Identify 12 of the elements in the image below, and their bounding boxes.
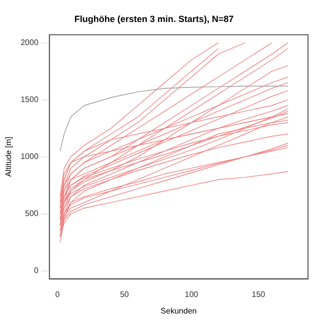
y-tick-label: 2000 (20, 38, 39, 47)
y-tick-label: 500 (25, 209, 39, 218)
x-tick-label: 150 (252, 290, 266, 299)
y-tick-label: 1500 (20, 94, 39, 104)
x-tick-label: 100 (184, 290, 199, 299)
y-axis-title: Altitude [m] (4, 136, 14, 177)
y-tick-label: 1000 (20, 152, 39, 162)
chart-title: Flughöhe (ersten 3 min. Starts), N=87 (74, 14, 234, 24)
x-tick-label: 50 (120, 290, 130, 299)
x-axis-title: Sekunden (160, 306, 197, 316)
x-tick-label: 0 (55, 290, 60, 299)
y-tick-label: 0 (34, 266, 39, 276)
